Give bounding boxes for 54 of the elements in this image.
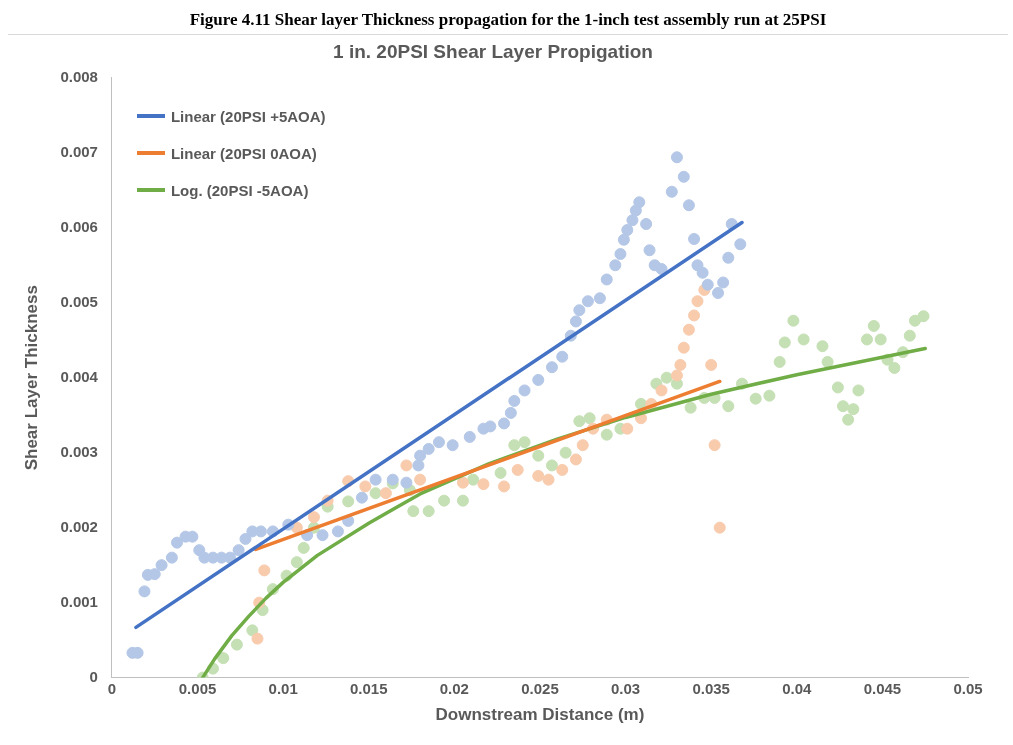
point xyxy=(258,564,271,577)
x-tick-label: 0.02 xyxy=(439,679,469,697)
point xyxy=(576,439,589,452)
point xyxy=(532,469,545,482)
x-tick-label: 0.025 xyxy=(521,679,559,697)
point xyxy=(498,480,511,493)
x-tick-label: 0.04 xyxy=(782,679,813,697)
y-tick-label: 0.004 xyxy=(60,367,99,385)
point xyxy=(307,511,320,524)
point xyxy=(705,358,718,371)
point xyxy=(677,341,690,354)
caption: Figure 4.11 Shear layer Thickness propagation for the 1-inch test assembly run at 25PSI xyxy=(8,8,1008,35)
point xyxy=(556,463,569,476)
x-tick-label: 0.05 xyxy=(953,679,983,697)
point xyxy=(655,384,668,397)
point xyxy=(379,487,392,500)
point xyxy=(511,463,524,476)
y-tick-label: 0.006 xyxy=(60,217,98,235)
point xyxy=(542,473,555,486)
point xyxy=(674,358,687,371)
x-tick-label: 0.03 xyxy=(610,679,641,697)
point xyxy=(621,422,634,435)
x-tick-label: 0.005 xyxy=(178,679,217,697)
point xyxy=(691,295,704,308)
x-axis-title: Downstream Distance (m) xyxy=(435,705,645,725)
point xyxy=(251,632,264,645)
y-tick-label: 0 xyxy=(89,667,98,685)
y-tick-label: 0.005 xyxy=(60,292,98,310)
y-tick-label: 0.001 xyxy=(60,592,98,610)
x-tick-label: 0.045 xyxy=(863,679,902,697)
x-tick-label: 0.015 xyxy=(349,679,388,697)
point xyxy=(682,323,695,336)
point xyxy=(569,453,582,466)
y-tick-label: 0.007 xyxy=(60,142,98,160)
x-tick-label: 0.035 xyxy=(692,679,730,697)
point xyxy=(670,369,683,382)
y-tick-label: 0.003 xyxy=(60,442,98,460)
x-tick-label: 0.01 xyxy=(268,679,298,697)
y-tick-label: 0.008 xyxy=(60,67,98,85)
point xyxy=(713,521,726,534)
point xyxy=(708,439,721,452)
legend-label: Linear (20PSI 0AOA) xyxy=(170,144,317,162)
point xyxy=(414,473,427,486)
point xyxy=(688,309,701,322)
point xyxy=(456,476,469,489)
chart-title: 1 in. 20PSI Shear Layer Propigation xyxy=(333,40,653,62)
point xyxy=(400,459,413,472)
point xyxy=(477,478,490,491)
y-tick-label: 0.002 xyxy=(60,517,98,535)
legend-label: Linear (20PSI +5AOA) xyxy=(170,107,326,125)
y-axis-title: Shear Layer Thickness xyxy=(21,285,41,471)
x-tick-label: 0 xyxy=(107,679,117,697)
point xyxy=(359,480,372,493)
legend-label: Log. (20PSI -5AOA) xyxy=(170,181,309,199)
